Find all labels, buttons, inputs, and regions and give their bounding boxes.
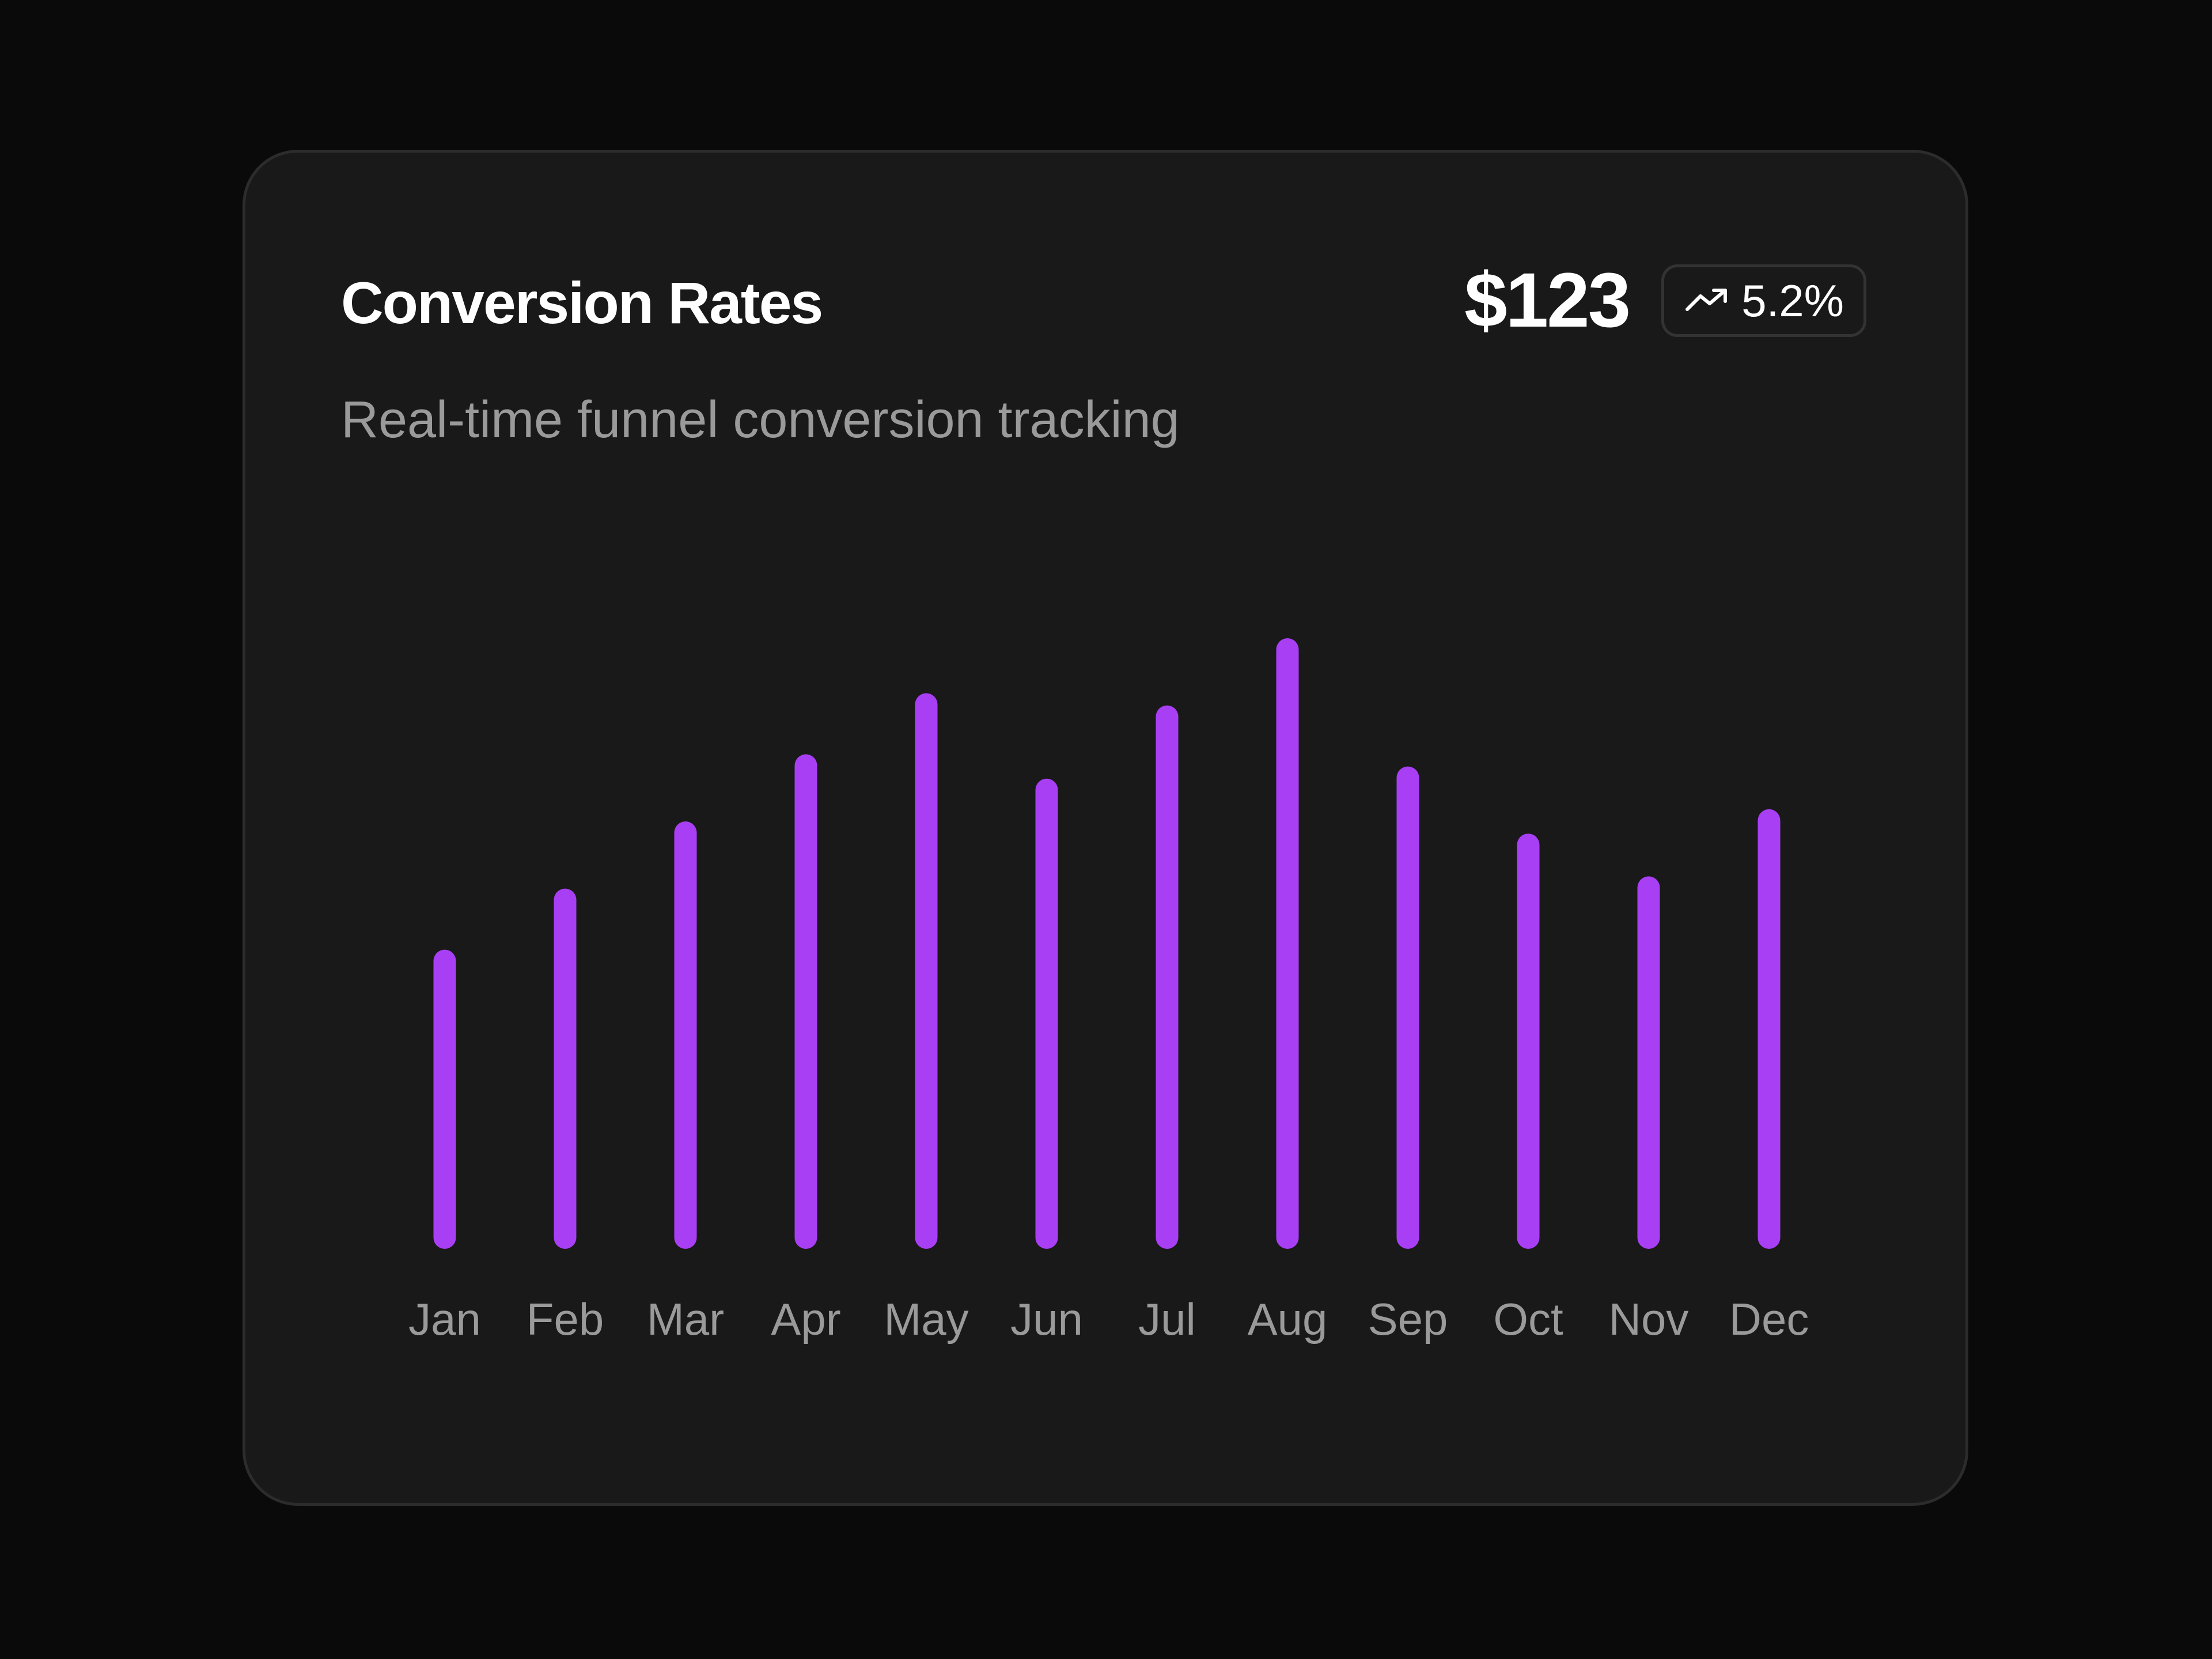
trend-badge: 5.2%	[1661, 264, 1866, 337]
x-axis-label-sep: Sep	[1368, 1294, 1448, 1344]
bar-feb	[554, 888, 577, 1249]
x-axis-label-jul: Jul	[1138, 1294, 1196, 1344]
bar-sep	[1396, 766, 1419, 1249]
x-axis-label-oct: Oct	[1493, 1294, 1563, 1344]
x-axis-label-feb: Feb	[527, 1294, 604, 1344]
x-axis-label-jan: Jan	[408, 1294, 481, 1344]
bar-may	[915, 693, 938, 1249]
bar-mar	[674, 821, 697, 1249]
trend-up-icon	[1685, 289, 1728, 311]
bar-jul	[1156, 705, 1179, 1249]
bar-oct	[1517, 834, 1540, 1249]
bar-dec	[1758, 809, 1781, 1249]
x-axis-label-dec: Dec	[1729, 1294, 1809, 1344]
card-subtitle: Real-time funnel conversion tracking	[341, 391, 1180, 449]
x-axis-label-nov: Nov	[1609, 1294, 1689, 1344]
card-title: Conversion Rates	[341, 270, 823, 336]
x-axis-label-mar: Mar	[647, 1294, 724, 1344]
bar-jun	[1035, 778, 1058, 1249]
bar-jan	[433, 949, 456, 1249]
bar-aug	[1276, 638, 1299, 1249]
chart-bars	[433, 638, 1781, 1249]
bar-apr	[794, 754, 817, 1249]
trend-percentage: 5.2%	[1741, 275, 1844, 326]
x-axis-label-jun: Jun	[1010, 1294, 1083, 1344]
conversion-rates-card: Conversion Rates $123 5.2% Real-time fun…	[243, 150, 1968, 1506]
metric-summary: $123 5.2%	[1464, 262, 1866, 339]
x-axis-label-aug: Aug	[1248, 1294, 1328, 1344]
bar-nov	[1637, 876, 1660, 1249]
metric-value: $123	[1464, 257, 1631, 343]
x-axis-label-apr: Apr	[771, 1294, 840, 1344]
chart-x-axis-labels: Jan Feb Mar Apr May Jun Jul Aug Sep Oct Nov Dec	[408, 1294, 1809, 1344]
conversion-rate-chart: Jan Feb Mar Apr May Jun Jul Aug Sep Oct Nov Dec	[408, 638, 1809, 1344]
x-axis-label-may: May	[884, 1294, 968, 1344]
